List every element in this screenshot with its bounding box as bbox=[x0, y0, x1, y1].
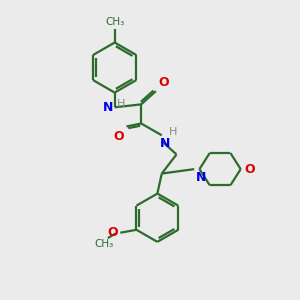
Text: H: H bbox=[117, 99, 125, 109]
Text: N: N bbox=[160, 137, 171, 150]
Text: CH₃: CH₃ bbox=[105, 17, 124, 27]
Text: N: N bbox=[196, 171, 206, 184]
Text: H: H bbox=[169, 127, 177, 137]
Text: N: N bbox=[103, 101, 113, 114]
Text: O: O bbox=[244, 163, 255, 176]
Text: CH₃: CH₃ bbox=[94, 239, 114, 249]
Text: O: O bbox=[159, 76, 170, 89]
Text: O: O bbox=[113, 130, 124, 143]
Text: O: O bbox=[107, 226, 118, 239]
